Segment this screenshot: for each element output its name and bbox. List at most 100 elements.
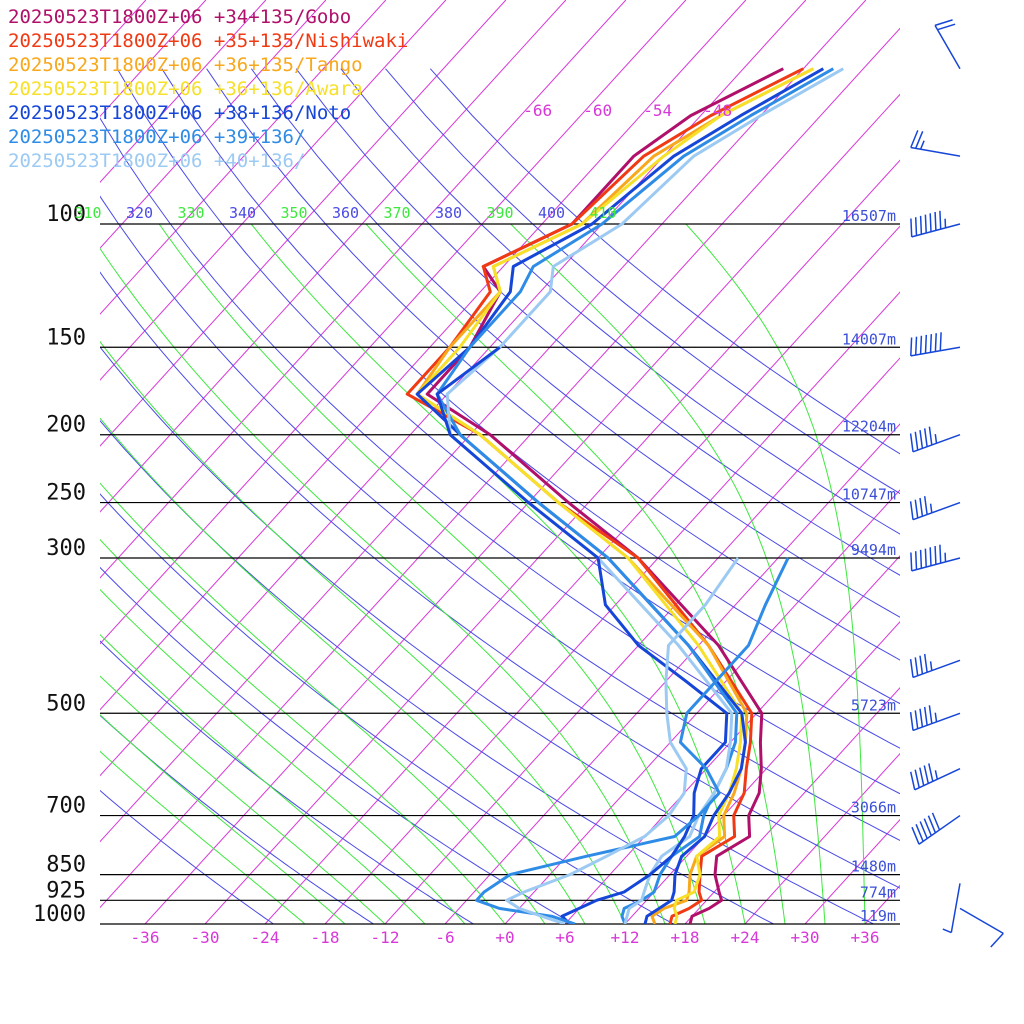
isotherm-line xyxy=(100,0,627,579)
isotherm-line xyxy=(504,489,900,924)
moist-adiabat-line xyxy=(250,223,746,924)
theta-label: 340 xyxy=(229,204,256,222)
wind-barb xyxy=(910,332,961,357)
dry-adiabat-line xyxy=(161,68,900,705)
pressure-label: 300 xyxy=(46,536,86,561)
x-tick-label: +24 xyxy=(731,928,760,947)
pressure-label: 700 xyxy=(46,794,86,819)
pressure-label: 200 xyxy=(46,413,86,438)
wind-barb xyxy=(909,705,961,732)
sounding-series-line xyxy=(415,67,814,924)
pressure-label: 500 xyxy=(46,691,86,716)
legend-entry: 20250523T1800Z+06 +39+136/ xyxy=(8,126,306,148)
pressure-label: 850 xyxy=(46,853,86,878)
wind-barb xyxy=(909,653,961,679)
theta-label: 400 xyxy=(538,204,565,222)
height-label: 14007m xyxy=(842,330,896,348)
pressure-label: 100 xyxy=(46,202,86,227)
pressure-label: 250 xyxy=(46,481,86,506)
isotherm-line xyxy=(985,0,1024,924)
theta-label: 410 xyxy=(589,204,616,222)
sounding-series-line xyxy=(445,67,845,924)
theta-label: 310 xyxy=(74,204,101,222)
x-tick-label: +12 xyxy=(611,928,640,947)
height-label: 10747m xyxy=(842,486,896,504)
dry-adiabat-line xyxy=(100,493,674,924)
height-label: 5723m xyxy=(851,696,896,714)
dry-adiabat-line xyxy=(100,566,574,924)
isotherm-line xyxy=(444,423,900,924)
x-tick-label: +18 xyxy=(671,928,700,947)
isotherm-line xyxy=(684,686,900,924)
sounding-series-line xyxy=(415,67,825,924)
legend-entry: 20250523T1800Z+06 +34+135/Gobo xyxy=(8,6,352,28)
dry-adiabat-line xyxy=(100,346,874,924)
height-label: 3066m xyxy=(851,799,896,817)
dry-adiabat-line xyxy=(100,640,474,924)
dry-adiabat-line xyxy=(100,419,774,924)
legend-entry: 20250523T1800Z+06 +38+136/Noto xyxy=(8,102,352,124)
moist-adiabat-line xyxy=(100,340,626,924)
x-tick-label: +30 xyxy=(791,928,820,947)
isotherm-line xyxy=(624,621,900,924)
theta-label: 350 xyxy=(280,204,307,222)
dry-adiabat-line xyxy=(340,68,900,535)
dry-adiabat-line xyxy=(116,68,900,749)
x-tick-label: +0 xyxy=(495,928,514,947)
dry-adiabat-line xyxy=(100,789,274,924)
upper-temp-label: -54 xyxy=(643,101,672,120)
x-tick-label: -6 xyxy=(435,928,454,947)
dry-adiabat-line xyxy=(100,195,900,842)
isotherm-line xyxy=(864,884,900,924)
x-tick-label: +6 xyxy=(555,928,574,947)
isotherm-line xyxy=(100,27,900,909)
upper-temp-label: -66 xyxy=(523,101,552,120)
legend-entry: 20250523T1800Z+06 +36+136/Awara xyxy=(8,78,363,100)
height-label: 16507m xyxy=(842,207,896,225)
wind-barb xyxy=(910,130,961,157)
isotherm-line xyxy=(100,0,387,315)
isotherm-line xyxy=(100,0,747,711)
theta-label: 390 xyxy=(486,204,513,222)
height-label: 12204m xyxy=(842,418,896,436)
isotherm-line xyxy=(324,291,900,924)
wind-barb xyxy=(909,496,961,521)
theta-label: 320 xyxy=(126,204,153,222)
moist-adiabat-line xyxy=(100,417,586,924)
wind-barb xyxy=(942,883,961,934)
wind-barb xyxy=(909,763,961,791)
dry-adiabat-line xyxy=(385,68,900,495)
isotherm-line xyxy=(144,93,900,924)
isotherm-line xyxy=(100,0,867,843)
wind-barbs xyxy=(909,19,1004,948)
dry-adiabat-line xyxy=(100,271,900,889)
wind-barb xyxy=(910,544,961,572)
theta-label: 370 xyxy=(383,204,410,222)
legend-entry: 20250523T1800Z+06 +40+136/ xyxy=(8,150,306,172)
axis-labels: 100 16507m 150 14007m 200 12204m 250 10747m 300 9… xyxy=(33,101,896,947)
legend-entry: 20250523T1800Z+06 +36+135/Tango xyxy=(8,54,363,76)
x-tick-label: -12 xyxy=(371,928,400,947)
isotherm-line xyxy=(100,0,447,381)
isotherm-line xyxy=(744,752,900,924)
wind-barb xyxy=(911,812,961,845)
height-label: 774m xyxy=(860,883,896,901)
theta-label: 330 xyxy=(177,204,204,222)
sounding-traces xyxy=(405,67,845,924)
moist-adiabat-line xyxy=(100,247,666,924)
isotherm-line xyxy=(100,0,567,513)
dry-adiabat-line xyxy=(206,68,900,661)
sounding-series-line xyxy=(435,346,729,924)
isotherm-line xyxy=(204,159,900,924)
dry-adiabat-line xyxy=(295,68,900,576)
pressure-label: 1000 xyxy=(33,902,86,927)
sounding-series-line xyxy=(405,67,804,924)
legend: 20250523T1800Z+06 +34+135/Gobo 20250523T… xyxy=(8,5,408,173)
x-tick-label: -24 xyxy=(251,928,280,947)
upper-temp-label: -48 xyxy=(703,101,732,120)
sounding-series-line xyxy=(435,67,835,924)
isotherm-line xyxy=(100,0,327,249)
x-tick-label: -36 xyxy=(131,928,160,947)
